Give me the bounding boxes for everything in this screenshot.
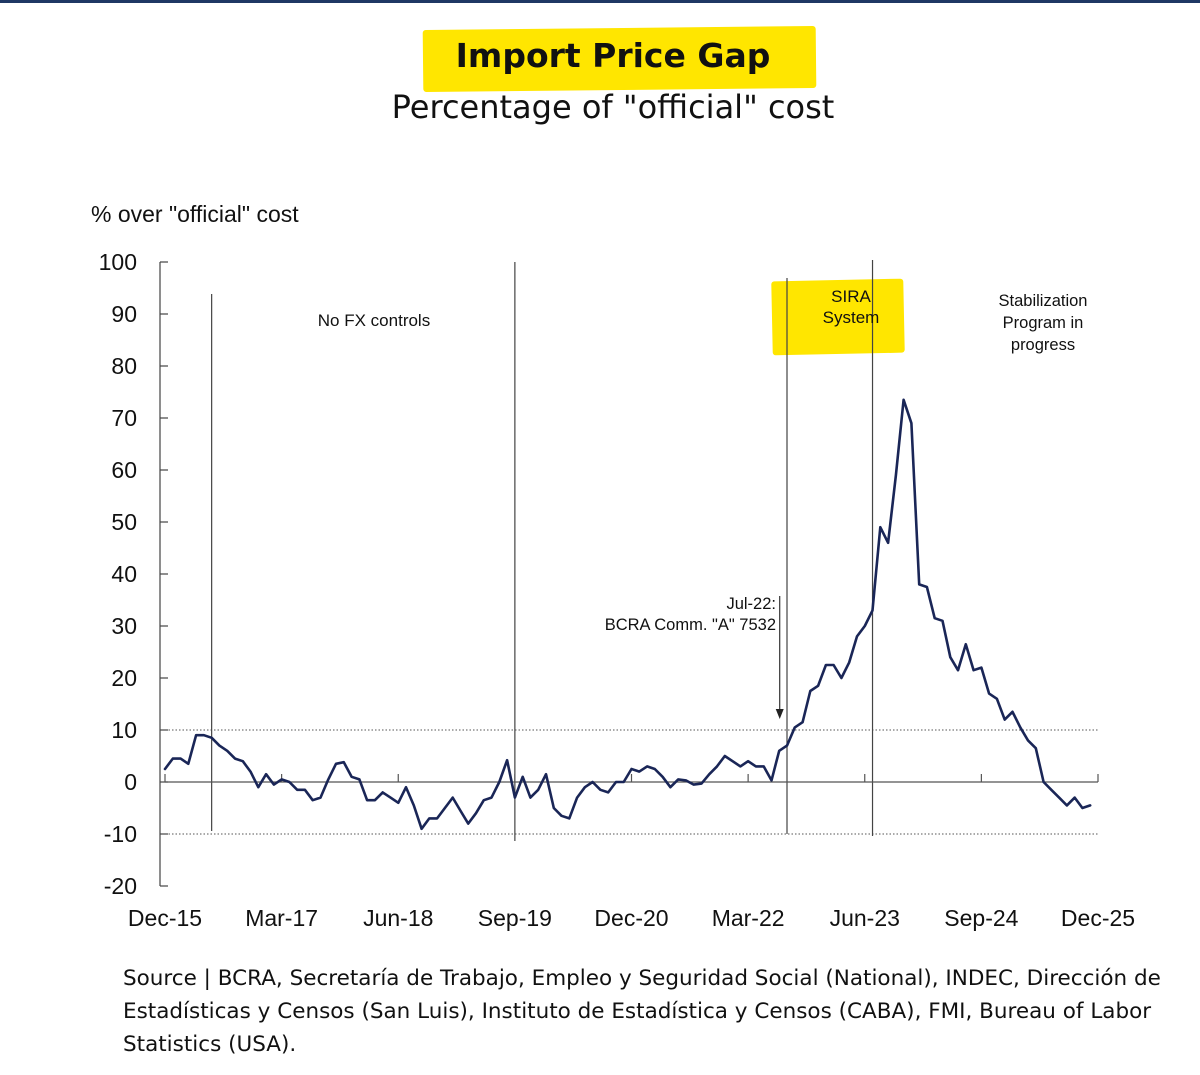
region-label-stabilization: Program in — [1003, 314, 1084, 332]
chart-title: Import Price Gap — [455, 36, 771, 75]
y-tick-label: 60 — [111, 457, 137, 483]
region-label-stabilization: progress — [1011, 336, 1075, 354]
x-tick-label: Dec-20 — [594, 905, 668, 931]
x-tick-label: Mar-17 — [245, 905, 318, 931]
y-tick-label: 30 — [111, 613, 137, 639]
annotation-arrowhead — [775, 709, 784, 719]
region-label-no-fx: No FX controls — [318, 311, 430, 330]
y-tick-label: 70 — [111, 405, 137, 431]
x-tick-label: Sep-19 — [478, 905, 552, 931]
y-tick-label: 80 — [111, 353, 137, 379]
annotation-text: BCRA Comm. "A" 7532 — [605, 616, 776, 634]
chart-subtitle: Percentage of "official" cost — [391, 88, 835, 126]
y-tick-label: 90 — [111, 301, 137, 327]
y-tick-label: 50 — [111, 509, 137, 535]
source-note: Source | BCRA, Secretaría de Trabajo, Em… — [123, 966, 1161, 1057]
region-label-sira: System — [823, 308, 880, 327]
series-line — [163, 398, 1092, 831]
y-tick-label: -20 — [104, 873, 137, 899]
y-tick-label: -10 — [104, 821, 137, 847]
y-axis-title: % over "official" cost — [91, 201, 299, 227]
top-border — [0, 0, 1200, 3]
y-tick-label: 20 — [111, 665, 137, 691]
y-tick-label: 100 — [99, 249, 137, 275]
y-tick-label: 40 — [111, 561, 137, 587]
x-tick-label: Mar-22 — [712, 905, 785, 931]
region-label-sira: SIRA — [831, 287, 871, 306]
y-tick-label: 10 — [111, 717, 137, 743]
x-tick-label: Sep-24 — [944, 905, 1018, 931]
region-label-stabilization: Stabilization — [999, 292, 1088, 310]
x-tick-label: Dec-15 — [128, 905, 202, 931]
y-tick-label: 0 — [124, 769, 137, 795]
x-tick-label: Dec-25 — [1061, 905, 1135, 931]
annotation-text: Jul-22: — [726, 595, 776, 613]
x-tick-label: Jun-23 — [830, 905, 900, 931]
x-tick-label: Jun-18 — [363, 905, 433, 931]
